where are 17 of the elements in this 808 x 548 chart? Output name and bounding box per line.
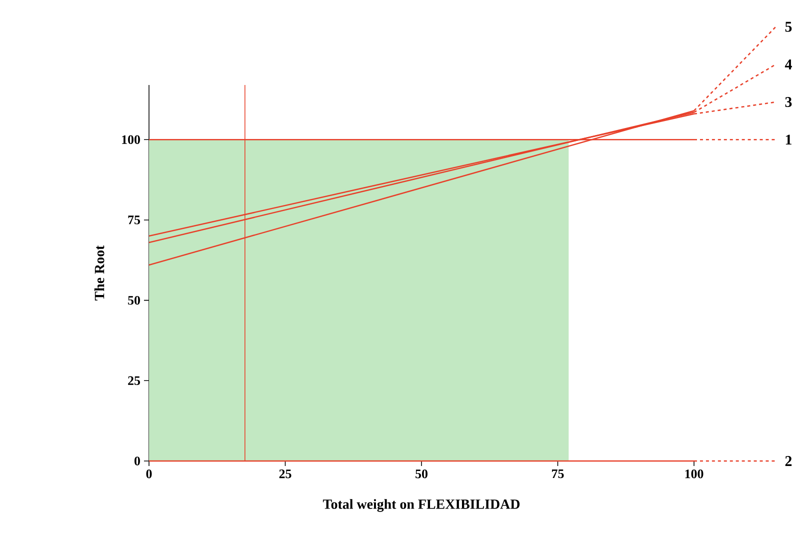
- text: 2: [785, 456, 792, 466]
- y-axis-title: The Root: [94, 245, 104, 300]
- y-tick-label: 75: [128, 216, 140, 224]
- y-tick-label: 100: [122, 135, 140, 144]
- text: 5: [785, 22, 792, 32]
- text: 1: [786, 134, 792, 145]
- y-tick-label: 25: [128, 376, 140, 386]
- x-tick-label: 0: [146, 470, 152, 478]
- text: 4: [784, 60, 792, 70]
- x-tick-label: 75: [552, 470, 564, 478]
- y-tick-label: 0: [134, 456, 140, 466]
- x-axis-title: Total weight on FLEXIBILIDAD: [322, 499, 520, 512]
- x-tick-label: 50: [416, 470, 428, 478]
- x-tick-label: 25: [279, 470, 292, 478]
- text: 3: [785, 97, 792, 108]
- x-tick-label: 100: [685, 470, 704, 478]
- y-tick-label: 50: [128, 296, 140, 305]
